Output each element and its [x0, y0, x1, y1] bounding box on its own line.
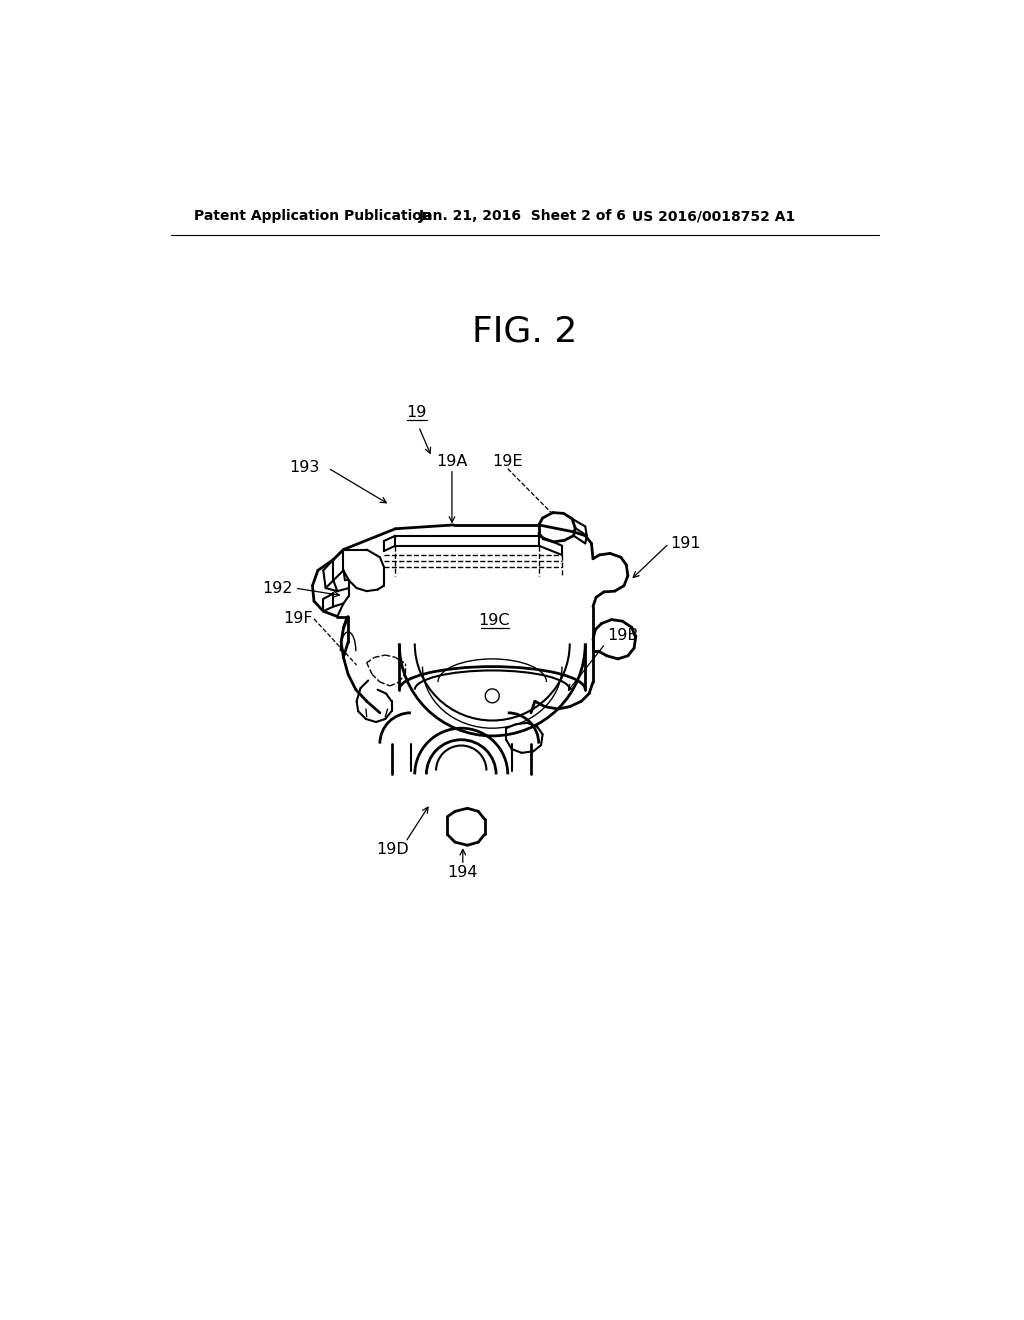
Text: 19B: 19B: [607, 628, 638, 643]
Text: 19C: 19C: [478, 612, 510, 628]
Text: Patent Application Publication: Patent Application Publication: [194, 209, 432, 223]
Text: 19E: 19E: [493, 454, 523, 470]
Text: 192: 192: [262, 581, 292, 595]
Text: 19: 19: [407, 405, 426, 420]
Text: Jan. 21, 2016  Sheet 2 of 6: Jan. 21, 2016 Sheet 2 of 6: [419, 209, 627, 223]
Text: 191: 191: [671, 536, 701, 550]
Text: 19F: 19F: [283, 611, 312, 627]
Text: FIG. 2: FIG. 2: [472, 314, 578, 348]
Text: US 2016/0018752 A1: US 2016/0018752 A1: [632, 209, 795, 223]
Text: 194: 194: [447, 866, 478, 880]
Text: 19A: 19A: [436, 454, 468, 470]
Text: 19D: 19D: [377, 842, 410, 858]
Text: 193: 193: [290, 461, 319, 475]
